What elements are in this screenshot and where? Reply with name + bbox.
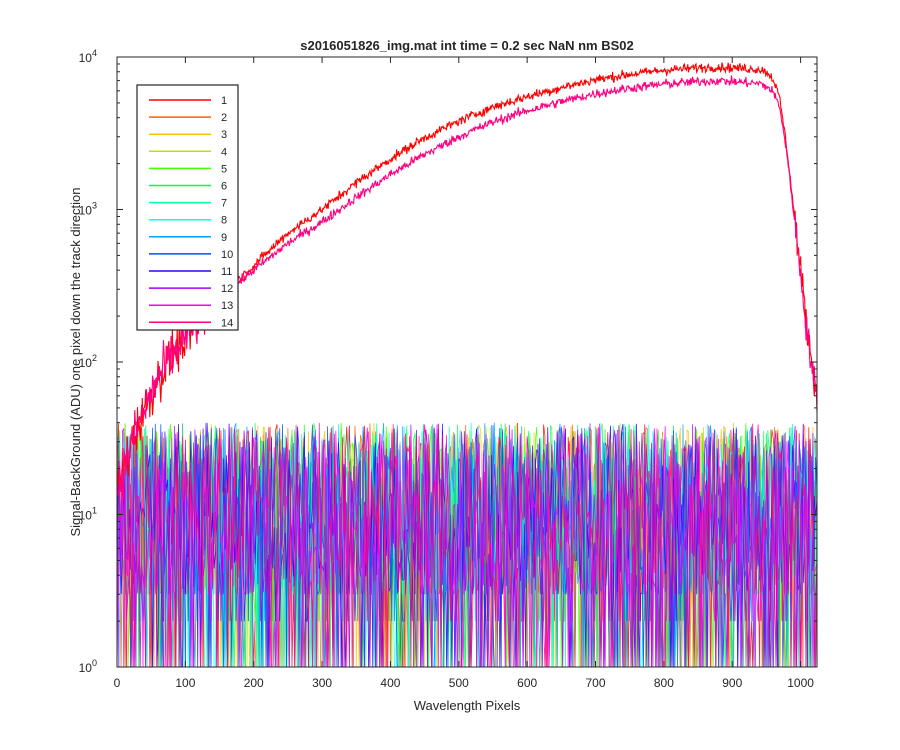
y-tick-label: 100 xyxy=(79,658,97,675)
x-axis-label: Wavelength Pixels xyxy=(414,698,521,713)
legend-label-10: 10 xyxy=(221,249,233,261)
legend-label-2: 2 xyxy=(221,112,227,124)
legend-label-7: 7 xyxy=(221,198,227,210)
legend-label-12: 12 xyxy=(221,283,233,295)
x-tick-label: 900 xyxy=(722,676,742,690)
legend-label-13: 13 xyxy=(221,300,233,312)
x-tick-label: 1000 xyxy=(787,676,814,690)
x-tick-label: 500 xyxy=(449,676,469,690)
x-tick-label: 100 xyxy=(175,676,195,690)
legend-label-5: 5 xyxy=(221,163,227,175)
legend-label-14: 14 xyxy=(221,317,233,329)
y-axis-label: Signal-BackGround (ADU) one pixel down t… xyxy=(68,187,83,536)
x-tick-label: 300 xyxy=(312,676,332,690)
x-tick-label: 700 xyxy=(586,676,606,690)
x-tick-label: 200 xyxy=(244,676,264,690)
legend-label-1: 1 xyxy=(221,95,227,107)
legend-label-6: 6 xyxy=(221,181,227,193)
legend-label-4: 4 xyxy=(221,146,227,158)
legend-label-8: 8 xyxy=(221,215,227,227)
legend-box xyxy=(136,84,239,331)
axes-frame xyxy=(116,56,818,668)
x-tick-label: 0 xyxy=(114,676,121,690)
x-tick-label: 600 xyxy=(517,676,537,690)
noise-series-layer xyxy=(117,422,817,667)
chart-title: s2016051826_img.mat int time = 0.2 sec N… xyxy=(300,38,634,53)
legend-label-3: 3 xyxy=(221,129,227,141)
x-tick-label: 400 xyxy=(380,676,400,690)
noise-series-14 xyxy=(117,423,817,667)
y-tick-label: 104 xyxy=(79,48,97,65)
x-axis-ticks: 0 100 200 300 400 500 600 700 800 900 1000 xyxy=(114,57,814,690)
legend-label-11: 11 xyxy=(221,266,232,278)
x-tick-label: 800 xyxy=(654,676,674,690)
legend-label-9: 9 xyxy=(221,232,227,244)
